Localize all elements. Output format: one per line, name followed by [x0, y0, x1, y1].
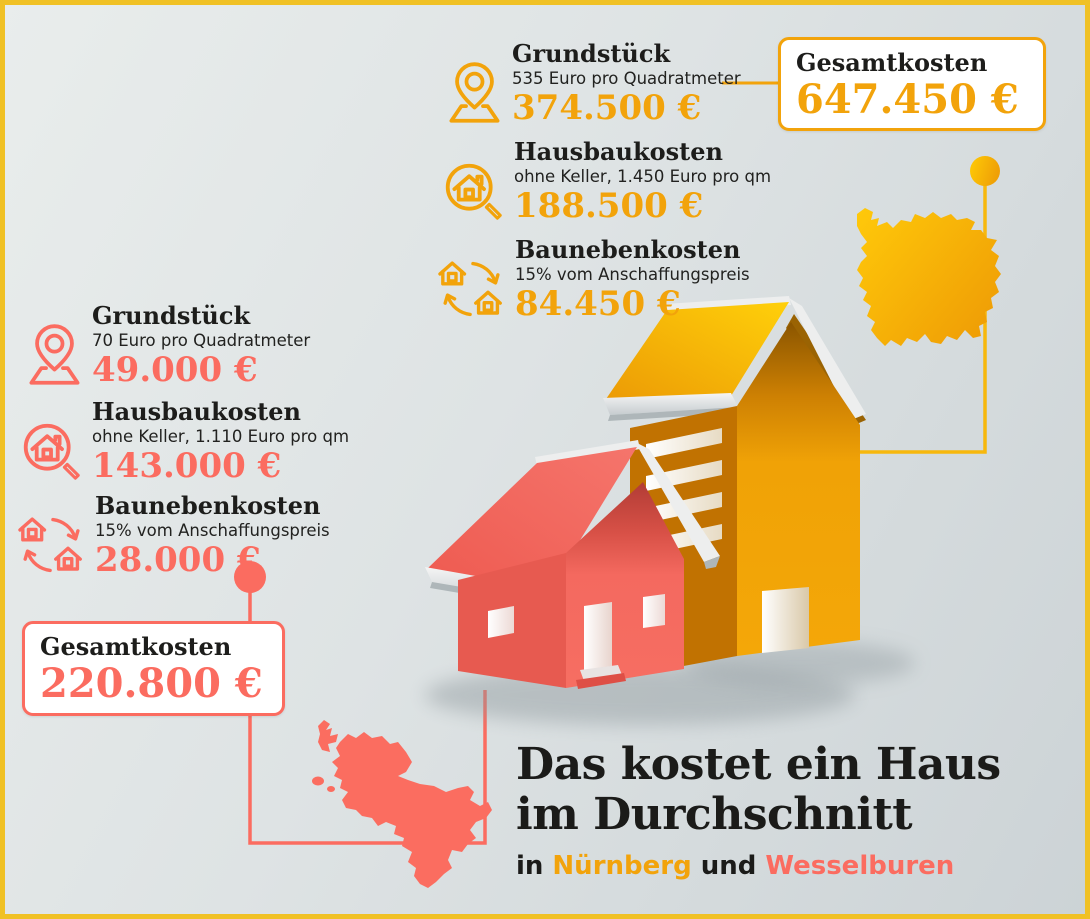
total-label: Gesamtkosten	[40, 632, 232, 661]
row-detail: ohne Keller, 1.450 Euro pro qm	[514, 167, 772, 186]
row-value: 188.500 €	[514, 186, 704, 226]
red-dot	[234, 561, 266, 593]
red-house	[425, 440, 720, 689]
bavaria-map-shape	[857, 208, 1001, 346]
row-heading: Grundstück	[512, 39, 671, 68]
total-box-wesselburen: Gesamtkosten 220.800 €	[22, 621, 285, 716]
houses-illustration	[425, 296, 915, 725]
house-magnifier-icon	[442, 160, 505, 223]
row-value: 143.000 €	[92, 446, 282, 486]
orange-house-door	[762, 587, 809, 653]
red-house-front-window	[643, 594, 665, 628]
row-value: 28.000 €	[95, 540, 261, 580]
row-detail: 15% vom Anschaffungspreis	[95, 521, 330, 540]
red-house-side-window	[488, 606, 514, 638]
row-heading: Baunebenkosten	[515, 235, 741, 264]
row-heading: Hausbaukosten	[92, 397, 301, 426]
location-pin-icon	[26, 321, 83, 387]
row-detail: 535 Euro pro Quadratmeter	[512, 69, 741, 88]
row-detail: 15% vom Anschaffungspreis	[515, 265, 750, 284]
cost-row-hausbaukosten-nuernberg: Hausbaukosten ohne Keller, 1.450 Euro pr…	[442, 138, 771, 225]
row-heading: Hausbaukosten	[514, 137, 723, 166]
page-title: Das kostet ein Haus im Durchschnitt	[516, 740, 1001, 840]
row-detail: ohne Keller, 1.110 Euro pro qm	[92, 427, 350, 446]
subtitle: in Nürnberg und Wesselburen	[516, 851, 1001, 881]
row-value: 49.000 €	[92, 350, 258, 390]
title-block: Das kostet ein Haus im Durchschnitt in N…	[516, 740, 1001, 882]
row-detail: 70 Euro pro Quadratmeter	[92, 331, 311, 350]
house-magnifier-icon	[20, 420, 83, 483]
row-value: 84.450 €	[515, 284, 681, 324]
cost-row-baunebenkosten-wesselburen: Baunebenkosten 15% vom Anschaffungspreis…	[18, 492, 330, 579]
title-line-2: im Durchschnitt	[516, 789, 913, 840]
row-value: 374.500 €	[512, 88, 702, 128]
house-exchange-icon	[438, 257, 506, 321]
subtitle-prefix: in	[516, 851, 544, 881]
house-exchange-icon	[18, 513, 86, 577]
row-heading: Baunebenkosten	[95, 491, 321, 520]
yellow-dot	[970, 156, 1000, 186]
title-line-1: Das kostet ein Haus	[516, 739, 1001, 790]
total-box-nuernberg: Gesamtkosten 647.450 €	[778, 37, 1046, 131]
city-nuernberg: Nürnberg	[552, 851, 692, 881]
cost-row-grundstueck-wesselburen: Grundstück 70 Euro pro Quadratmeter 49.0…	[26, 302, 310, 389]
city-wesselburen: Wesselburen	[765, 851, 955, 881]
location-pin-icon	[446, 59, 503, 125]
total-label: Gesamtkosten	[796, 48, 988, 77]
red-house-door	[584, 602, 612, 670]
schleswig-holstein-map-shape	[312, 720, 492, 888]
row-heading: Grundstück	[92, 301, 251, 330]
subtitle-conjunction: und	[700, 851, 757, 881]
cost-row-grundstueck-nuernberg: Grundstück 535 Euro pro Quadratmeter 374…	[446, 40, 741, 127]
cost-row-hausbaukosten-wesselburen: Hausbaukosten ohne Keller, 1.110 Euro pr…	[20, 398, 349, 485]
total-value: 220.800 €	[40, 660, 263, 707]
cost-row-baunebenkosten-nuernberg: Baunebenkosten 15% vom Anschaffungspreis…	[438, 236, 750, 323]
total-value: 647.450 €	[796, 76, 1019, 123]
